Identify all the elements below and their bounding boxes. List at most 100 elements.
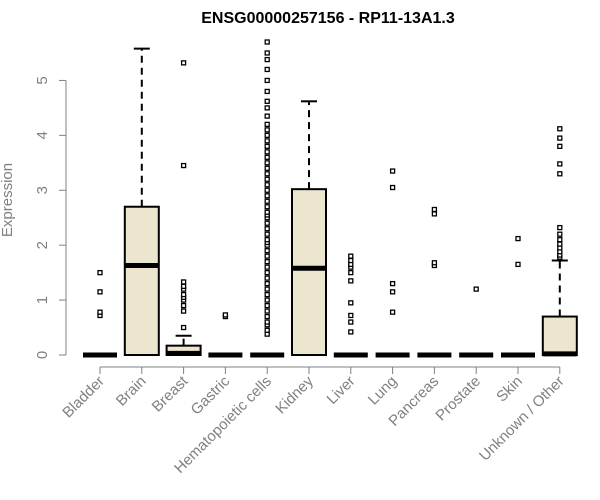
outlier-point: [431, 260, 438, 266]
outlier-point: [515, 235, 521, 242]
outlier-point: [264, 121, 270, 128]
outlier-point: [348, 257, 354, 264]
outlier-point: [264, 143, 270, 149]
outlier-point: [264, 149, 270, 155]
outlier-point: [264, 327, 270, 333]
outlier-point: [264, 187, 270, 193]
outlier-point: [264, 264, 270, 270]
x-tick-label: Liver: [324, 373, 359, 408]
y-axis-label: Expression: [0, 163, 16, 237]
outlier-point: [180, 308, 187, 314]
x-tick-label: Brain: [113, 373, 150, 410]
outlier-point: [97, 289, 103, 295]
outlier-point: [431, 206, 438, 213]
outlier-point: [515, 261, 521, 268]
box-7: [375, 168, 410, 358]
y-tick-label: 2: [34, 241, 51, 249]
outlier-point: [264, 291, 270, 298]
outlier-point: [264, 160, 270, 166]
outlier-point: [180, 279, 187, 285]
outlier-point: [264, 253, 270, 259]
outlier-point: [264, 302, 270, 309]
outlier-point: [264, 56, 270, 63]
y-tick-label: 4: [34, 131, 51, 139]
outlier-point: [348, 319, 354, 325]
outlier-point: [180, 283, 187, 290]
x-tick-label: Skin: [493, 373, 526, 406]
y-tick-label: 3: [34, 186, 51, 194]
outlier-point: [264, 209, 270, 215]
boxes-group: [83, 39, 578, 358]
outlier-point: [97, 309, 103, 315]
box-rect: [123, 205, 160, 356]
outlier-point: [264, 154, 270, 160]
outlier-point: [264, 297, 270, 303]
box-11: [541, 126, 578, 357]
outlier-point: [557, 143, 563, 149]
outlier-point: [180, 291, 187, 298]
box-10: [501, 235, 535, 358]
outlier-point: [389, 309, 396, 315]
outlier-point: [264, 248, 270, 254]
outlier-point: [264, 313, 270, 320]
outlier-point: [264, 113, 270, 119]
outlier-point: [431, 211, 438, 217]
box-5: [291, 100, 327, 356]
x-tick-label: Breast: [149, 372, 192, 415]
outlier-point: [389, 280, 396, 287]
outlier-point: [264, 204, 270, 210]
outlier-point: [264, 220, 270, 226]
outlier-point: [389, 184, 396, 191]
outlier-point: [180, 302, 187, 309]
outlier-point: [264, 39, 270, 45]
box-2: [165, 60, 202, 357]
outlier-point: [264, 182, 270, 188]
outlier-point: [264, 176, 270, 182]
x-tick-label: Lung: [365, 373, 401, 409]
outlier-point: [264, 171, 270, 177]
outlier-point: [348, 253, 354, 259]
outlier-point: [264, 280, 270, 287]
outlier-point: [264, 138, 270, 144]
outlier-point: [264, 319, 270, 325]
box-4: [250, 39, 285, 358]
box-rect: [541, 315, 578, 356]
outlier-point: [264, 105, 270, 111]
outlier-point: [264, 286, 270, 292]
box-0: [83, 269, 117, 358]
outlier-point: [222, 312, 229, 318]
outlier-point: [557, 224, 563, 231]
x-tick-label: Prostate: [432, 373, 484, 425]
outlier-point: [264, 269, 270, 276]
outlier-point: [557, 237, 563, 243]
outlier-point: [264, 258, 270, 265]
box-8: [417, 206, 452, 358]
x-tick-label: Bladder: [59, 373, 108, 422]
box-6: [333, 253, 368, 358]
outlier-point: [348, 312, 354, 319]
outlier-point: [264, 88, 270, 95]
x-tick-label: Kidney: [272, 372, 317, 417]
outlier-point: [264, 231, 270, 237]
outlier-point: [348, 300, 354, 306]
outlier-point: [180, 162, 187, 169]
outlier-point: [264, 132, 270, 139]
y-tick-label: 5: [34, 76, 51, 84]
outlier-point: [264, 127, 270, 133]
box-3: [208, 312, 243, 358]
outlier-point: [557, 241, 563, 247]
outlier-point: [180, 60, 187, 66]
outlier-point: [348, 269, 354, 276]
outlier-point: [264, 98, 270, 104]
outlier-point: [348, 278, 354, 284]
outlier-point: [389, 168, 396, 174]
outlier-point: [264, 165, 270, 171]
box-rect: [291, 188, 327, 356]
outlier-point: [557, 171, 563, 177]
chart-title: ENSG00000257156 - RP11-13A1.3: [201, 10, 455, 27]
box-1: [123, 47, 160, 356]
outlier-point: [557, 231, 563, 237]
